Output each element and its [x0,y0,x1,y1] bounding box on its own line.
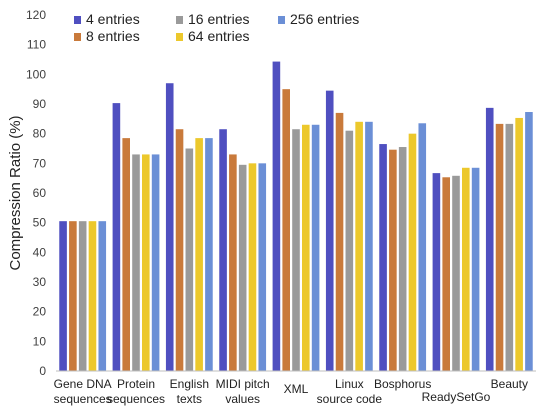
y-tick-label: 70 [33,156,47,170]
bar [345,130,354,371]
y-axis-label-group: Compression Ratio (%) [7,115,24,270]
bar [132,154,140,371]
bar [248,163,257,371]
bar [389,149,397,371]
category-label: MIDI pitch [216,377,270,391]
legend-swatch [74,33,81,41]
bar [408,133,417,371]
bar [505,123,514,371]
bar [398,147,407,371]
y-tick-label: 60 [33,186,47,200]
bar [142,154,150,371]
bar [238,164,247,371]
bar [195,138,203,371]
bar [432,173,441,371]
bar [471,167,480,371]
bar [365,121,373,371]
legend-label: 8 entries [86,28,140,44]
bar [515,117,523,371]
category-label: sequences [54,392,112,406]
bar [175,129,184,371]
legend-swatch [176,33,183,41]
y-tick-label: 110 [27,38,46,52]
legend-label: 4 entries [86,11,140,27]
bars-group [59,61,533,372]
bar [311,124,320,372]
bar [282,89,290,372]
bar [69,221,77,371]
bar [325,90,334,372]
y-tick-label: 50 [33,216,47,230]
category-label: values [225,392,260,406]
category-label: XML [284,382,309,396]
legend-label: 64 entries [188,28,249,44]
bar [485,107,494,372]
bar [78,221,87,371]
category-label: Gene DNA [54,377,112,391]
legend-label: 256 entries [290,11,359,27]
category-label: Linux [335,377,364,391]
bar [229,154,237,371]
category-label: ReadySetGo [422,390,491,404]
bar [59,221,67,371]
legend-label: 16 entries [188,11,249,27]
y-tick-label: 20 [33,305,47,319]
bar [292,129,300,371]
bar [122,138,130,371]
bar [379,144,387,371]
bar [185,148,194,371]
category-label: Protein [117,377,155,391]
category-label: Bosphorus [374,377,431,391]
y-tick-label: 120 [26,8,46,22]
bar [151,154,160,371]
y-tick-label: 0 [39,364,46,378]
x-axis-labels: Gene DNAsequencesProteinsequencesEnglish… [54,377,528,406]
legend-swatch [278,16,285,24]
category-label: source code [317,392,383,406]
bar [98,221,107,371]
legend-swatch [74,16,81,24]
bar [258,163,267,371]
bar [272,61,281,371]
bar [165,83,174,371]
bar [495,123,504,371]
bar [112,103,121,372]
bar [462,167,470,371]
category-label: texts [177,392,202,406]
y-tick-label: 30 [33,275,47,289]
category-label: sequences [107,392,165,406]
category-label: Beauty [491,377,528,391]
bar [442,177,450,371]
bar [418,123,427,371]
y-tick-label: 40 [33,245,47,259]
y-tick-label: 10 [33,334,47,348]
legend-swatch [176,16,183,24]
bar [302,124,310,372]
bar [219,129,227,371]
bar [205,138,213,371]
bar [355,121,363,371]
y-tick-label: 80 [33,127,47,141]
y-tick-label: 100 [26,67,46,81]
y-axis-label: Compression Ratio (%) [7,115,24,270]
bar [88,221,97,371]
y-tick-label: 90 [33,97,47,111]
bar [525,112,533,371]
bar [335,112,344,372]
y-axis-ticks: 0 10 20 30 40 50 60 70 80 90 100 110 120 [26,8,46,378]
category-label: English [170,377,209,391]
bar [452,175,460,371]
